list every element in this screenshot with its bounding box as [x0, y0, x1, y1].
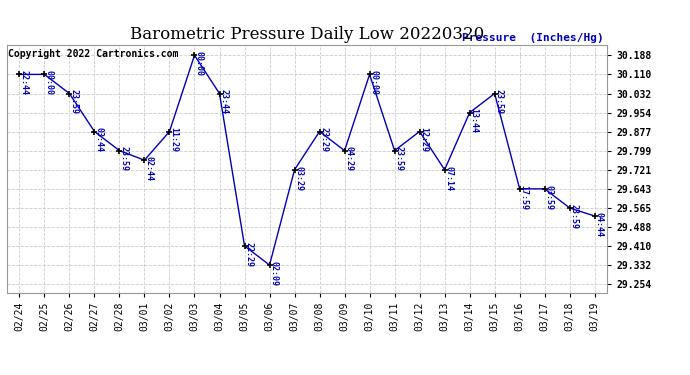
- Text: 00:00: 00:00: [44, 70, 53, 95]
- Text: 02:44: 02:44: [144, 156, 153, 181]
- Text: 23:44: 23:44: [219, 89, 228, 114]
- Text: 12:29: 12:29: [420, 128, 428, 152]
- Text: 23:59: 23:59: [70, 89, 79, 114]
- Text: 04:44: 04:44: [595, 212, 604, 237]
- Text: 00:00: 00:00: [370, 70, 379, 95]
- Text: Copyright 2022 Cartronics.com: Copyright 2022 Cartronics.com: [8, 49, 179, 59]
- Title: Barometric Pressure Daily Low 20220320: Barometric Pressure Daily Low 20220320: [130, 27, 484, 44]
- Text: 22:29: 22:29: [244, 242, 253, 267]
- Text: 23:59: 23:59: [395, 147, 404, 171]
- Text: 17:59: 17:59: [520, 184, 529, 210]
- Text: 22:44: 22:44: [19, 70, 28, 95]
- Text: 03:29: 03:29: [295, 166, 304, 190]
- Text: 04:29: 04:29: [344, 147, 353, 171]
- Text: 02:09: 02:09: [270, 261, 279, 286]
- Text: 13:44: 13:44: [470, 108, 479, 134]
- Text: 03:44: 03:44: [95, 128, 103, 152]
- Text: 11:29: 11:29: [170, 128, 179, 152]
- Text: 23:59: 23:59: [119, 147, 128, 171]
- Text: 07:14: 07:14: [444, 166, 453, 190]
- Text: 00:00: 00:00: [195, 51, 204, 76]
- Text: 03:59: 03:59: [544, 184, 553, 210]
- Text: 23:59: 23:59: [570, 204, 579, 229]
- Text: 23:59: 23:59: [495, 89, 504, 114]
- Text: 23:29: 23:29: [319, 128, 328, 152]
- Text: Pressure  (Inches/Hg): Pressure (Inches/Hg): [462, 33, 604, 42]
